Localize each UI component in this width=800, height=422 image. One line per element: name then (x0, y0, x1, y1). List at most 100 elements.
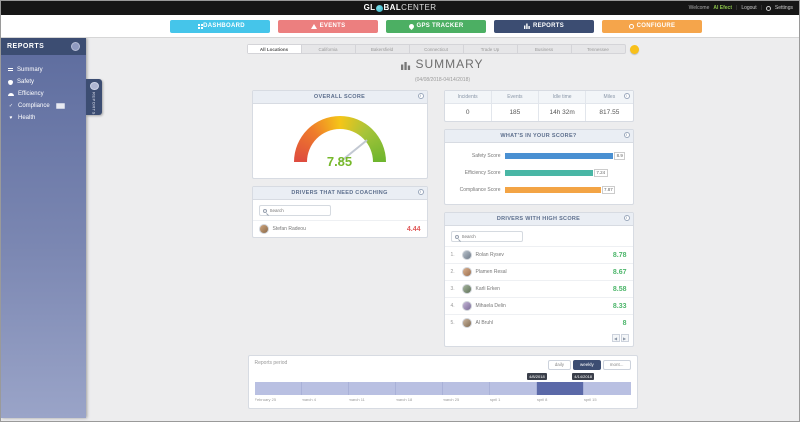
location-tab[interactable]: Connecticut (410, 45, 464, 53)
safety-bar (504, 153, 614, 159)
high-score-search-input[interactable] (461, 234, 519, 239)
coaching-search-input[interactable] (269, 208, 327, 213)
timeline-label: Reports period (254, 360, 288, 366)
warning-icon (310, 23, 317, 29)
location-tab[interactable]: Bakersfield (356, 45, 410, 53)
stat-label: Incidents (444, 91, 491, 104)
timeline-segment[interactable] (255, 382, 302, 395)
reports-period-card: Reports period daily weekly mont... 4/8/… (247, 355, 638, 409)
nav-label: REPORTS (532, 23, 565, 29)
sidebar-item-efficiency[interactable]: Efficiency (1, 88, 86, 100)
info-icon[interactable]: i (623, 132, 630, 138)
timeline-segment[interactable] (490, 382, 538, 395)
sidebar-item-summary[interactable]: Summary (1, 64, 86, 76)
location-tab[interactable]: California (302, 45, 356, 53)
nav-events-button[interactable]: EVENTS (278, 19, 378, 33)
gear-icon (765, 5, 771, 11)
sidebar-item-label: Compliance (18, 103, 50, 109)
location-tab[interactable]: Tennessee (587, 46, 609, 52)
stat-value: 185 (509, 109, 521, 116)
timeline-bar: 4/8/2018 4/14/2018 (254, 373, 631, 395)
driver-score: 4.44 (406, 225, 421, 233)
driver-score: 8.67 (612, 268, 627, 276)
high-score-driver-row[interactable]: 4. Mihaela Delin 8.33 (444, 297, 633, 314)
driver-rank: 2. (450, 269, 455, 275)
score-breakdown-card: WHAT'S IN YOUR SCORE? i Safety Score 8.9 (443, 129, 634, 205)
location-tabstrip: All Locations California Bakersfield Con… (246, 44, 626, 54)
location-tab[interactable]: Trade Up (464, 45, 518, 53)
high-score-driver-row[interactable]: 5. Al Bruhl 8 (444, 314, 633, 331)
stat-incidents: Incidents 0 (444, 91, 492, 121)
card-title: OVERALL SCORE (313, 94, 366, 100)
stat-miles: Miles 817.55 (586, 91, 633, 121)
compliance-score-row: Compliance Score 7.87 (451, 186, 627, 194)
divider: | (736, 5, 738, 11)
nav-reports-button[interactable]: REPORTS (494, 19, 594, 33)
efficiency-bar (504, 170, 593, 176)
axis-label: march 25 (442, 397, 460, 402)
info-icon[interactable]: i (623, 93, 630, 99)
nav-label: CONFIGURE (636, 23, 676, 29)
timeline-axis: February 25 march 4 march 11 march 18 ma… (255, 397, 631, 402)
stats-card: i Incidents 0 Events 185 Idle ti (443, 90, 634, 122)
coaching-search-box (258, 205, 331, 216)
driver-score: 8.78 (612, 251, 627, 259)
reports-flyout-tab[interactable]: REPORTS (86, 79, 102, 115)
bar-value: 8.9 (614, 152, 626, 160)
axis-label: april 15 (583, 397, 597, 402)
driver-name: Mihaela Delin (475, 303, 506, 309)
settings-link[interactable]: Settings (774, 5, 793, 11)
bar-value: 7.24 (593, 169, 608, 177)
timeline-chart: 4/8/2018 4/14/2018 February 25 march 4 (254, 373, 631, 402)
gauge-icon (8, 92, 14, 96)
monthly-button[interactable]: mont... (602, 360, 631, 371)
timeline-segment-selected[interactable] (537, 382, 585, 395)
info-icon[interactable]: i (417, 189, 424, 195)
timeline-period-buttons: daily weekly mont... (547, 360, 631, 371)
bar-value: 7.87 (601, 186, 616, 194)
driver-avatar (461, 284, 472, 294)
location-tab[interactable]: Business (518, 45, 572, 53)
info-icon[interactable]: i (623, 215, 630, 221)
timeline-segment[interactable] (584, 382, 630, 395)
high-score-driver-row[interactable]: 3. Karli Erken 8.58 (444, 280, 633, 297)
axis-label: march 18 (395, 397, 413, 402)
weekly-button[interactable]: weekly (572, 360, 601, 371)
sidebar-item-health[interactable]: ♥ Health (1, 112, 86, 124)
timeline-segment[interactable] (443, 382, 491, 395)
help-button[interactable] (629, 44, 639, 54)
user-name: AI Efect (713, 5, 732, 11)
sidebar-item-label: Health (18, 115, 36, 121)
timeline-segment[interactable] (302, 382, 349, 395)
reports-sidebar: REPORTS Summary Safety Efficiency ✓ Comp… (1, 38, 86, 418)
next-page-button[interactable]: ▶ (620, 334, 629, 342)
high-score-driver-row[interactable]: 2. Plamen Resal 8.67 (444, 263, 633, 280)
daily-button[interactable]: daily (547, 360, 571, 371)
app-logo: GL BAL CENTER (364, 4, 437, 12)
score-bars: Safety Score 8.9 Efficiency Score (445, 143, 633, 204)
axis-label: February 25 (254, 397, 277, 402)
nav-gps-tracker-button[interactable]: GPS TRACKER (386, 19, 486, 33)
stat-label: Events (491, 91, 538, 104)
sidebar-item-safety[interactable]: Safety (1, 76, 86, 88)
prev-page-button[interactable]: ◀ (611, 334, 620, 342)
driver-rank: 3. (450, 286, 455, 292)
sidebar-badge-icon[interactable] (71, 42, 80, 51)
search-icon (262, 208, 267, 213)
score-gauge: 7.85 (253, 104, 427, 178)
logout-link[interactable]: Logout (741, 5, 757, 11)
tab-all-locations[interactable]: All Locations (247, 45, 302, 53)
driver-avatar (258, 224, 269, 234)
sidebar-item-label: Safety (17, 79, 35, 85)
coaching-driver-row[interactable]: Stefan Radeou 4.44 (252, 220, 427, 237)
axis-label: april 1 (489, 397, 501, 402)
high-score-search-box (450, 231, 523, 242)
high-score-driver-row[interactable]: 1. Rolan Rysev 8.78 (444, 246, 633, 263)
timeline-segment[interactable] (349, 382, 396, 395)
info-icon[interactable]: i (417, 93, 424, 99)
nav-dashboard-button[interactable]: DASHBOARD (170, 19, 270, 33)
timeline-segment[interactable] (396, 382, 443, 395)
nav-configure-button[interactable]: CONFIGURE (602, 19, 702, 33)
sidebar-item-compliance[interactable]: ✓ Compliance (1, 100, 86, 112)
